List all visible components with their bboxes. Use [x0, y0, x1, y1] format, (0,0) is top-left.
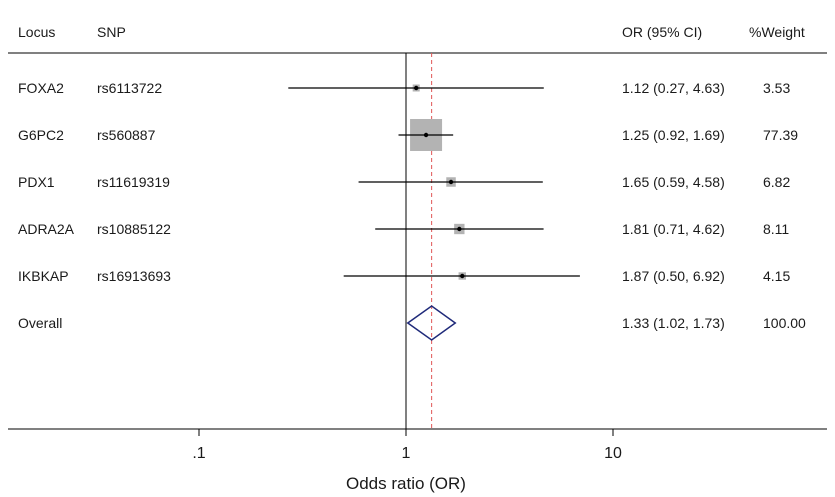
- or-ci-label: 1.65 (0.59, 4.58): [622, 174, 725, 190]
- locus-label: PDX1: [18, 174, 55, 190]
- weight-label: 8.11: [763, 221, 789, 237]
- x-tick-label: 10: [604, 445, 622, 462]
- locus-label: G6PC2: [18, 127, 64, 143]
- point-estimate: [460, 273, 465, 279]
- or-ci-label: 1.25 (0.92, 1.69): [622, 127, 725, 143]
- weight-label: 6.82: [763, 174, 790, 190]
- or-ci-label: 1.87 (0.50, 6.92): [622, 268, 725, 284]
- x-axis-label: Odds ratio (OR): [346, 474, 466, 493]
- overall-label: Overall: [18, 315, 62, 331]
- or-ci-label: 1.12 (0.27, 4.63): [622, 80, 725, 96]
- overall-diamond: [406, 305, 457, 341]
- locus-label: FOXA2: [18, 80, 64, 96]
- weight-label: 4.15: [763, 268, 790, 284]
- point-estimate: [413, 85, 419, 91]
- header-locus: Locus: [18, 24, 55, 40]
- x-tick-label: .1: [192, 445, 205, 462]
- locus-label: IKBKAP: [18, 268, 69, 284]
- locus-label: ADRA2A: [18, 221, 75, 237]
- point-estimate: [423, 132, 429, 138]
- snp-label: rs16913693: [97, 268, 171, 284]
- snp-label: rs560887: [97, 127, 156, 143]
- snp-label: rs6113722: [97, 80, 162, 96]
- x-tick-label: 1: [402, 445, 411, 462]
- overall-weight-label: 100.00: [763, 315, 806, 331]
- header-weight: %Weight: [749, 24, 805, 40]
- snp-label: rs11619319: [97, 174, 170, 190]
- point-estimate: [457, 226, 462, 232]
- weight-label: 77.39: [763, 127, 798, 143]
- weight-label: 3.53: [763, 80, 790, 96]
- point-estimate: [448, 179, 454, 185]
- overall-or-ci-label: 1.33 (1.02, 1.73): [622, 315, 725, 331]
- header-or-ci: OR (95% CI): [622, 24, 702, 40]
- header-snp: SNP: [97, 24, 126, 40]
- or-ci-label: 1.81 (0.71, 4.62): [622, 221, 725, 237]
- snp-label: rs10885122: [97, 221, 171, 237]
